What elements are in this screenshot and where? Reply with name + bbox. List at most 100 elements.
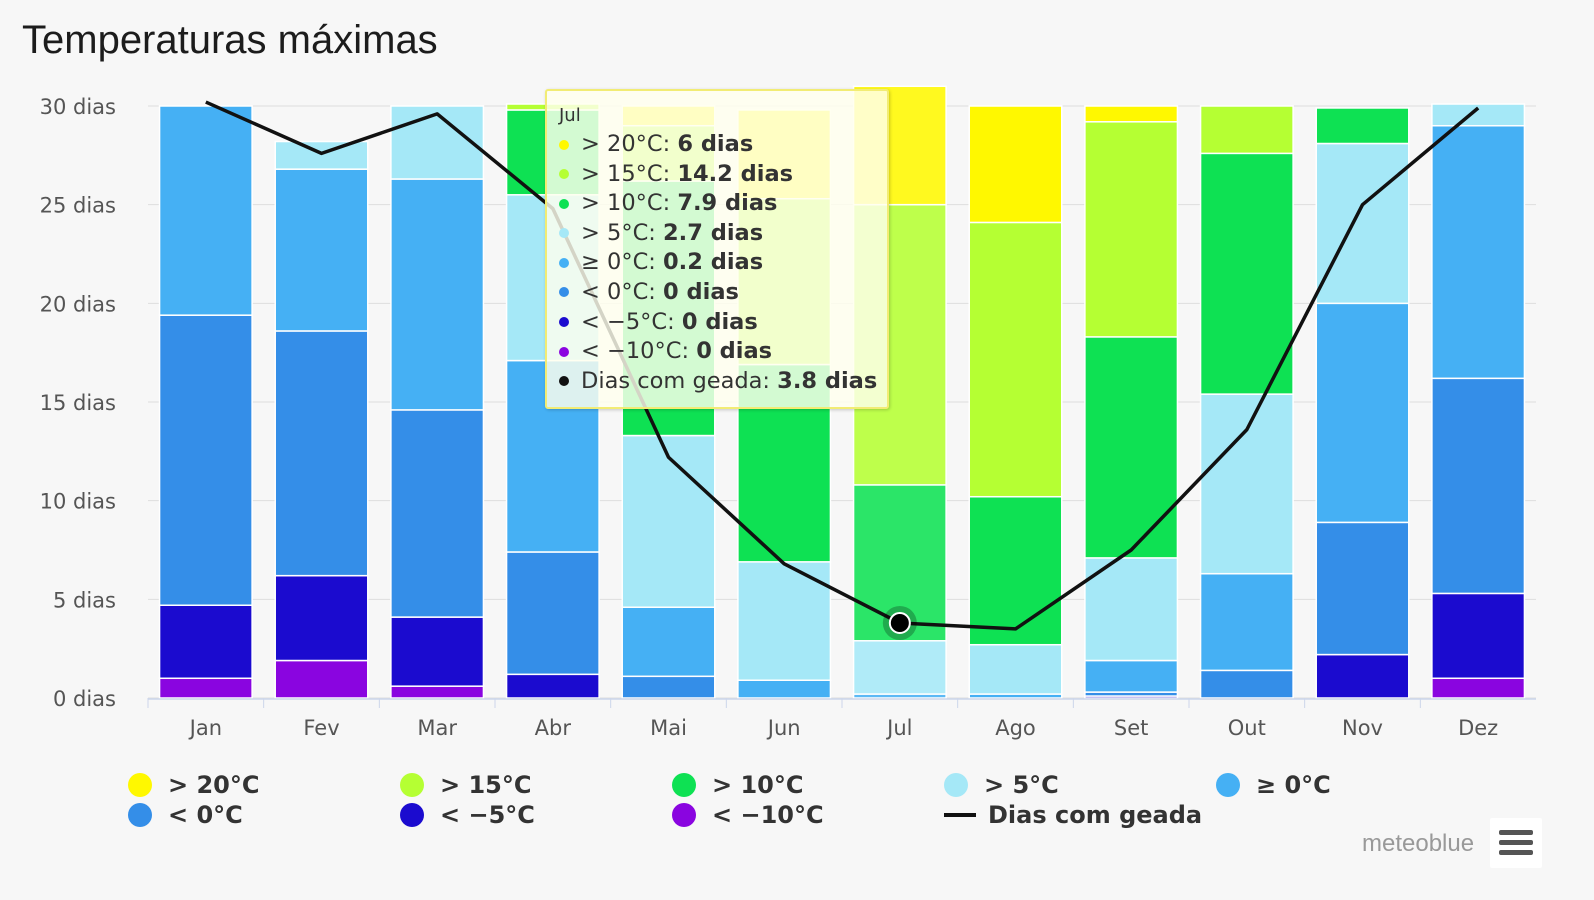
legend-item[interactable]: < −5°C	[400, 801, 672, 829]
legend-item[interactable]: Dias com geada	[944, 801, 1216, 829]
tooltip-label: ≥ 0°C:	[581, 249, 664, 276]
tooltip-row: > 10°C: 7.9 dias	[559, 189, 875, 219]
y-tick-label: 5 dias	[53, 588, 116, 612]
highlight-point[interactable]	[888, 612, 911, 635]
tooltip-row: ≥ 0°C: 0.2 dias	[559, 248, 875, 278]
tooltip-dot-icon	[559, 317, 569, 328]
tooltip-row: > 15°C: 14.2 dias	[559, 160, 875, 190]
y-tick-label: 30 dias	[40, 95, 116, 119]
bar-segment-mai-3[interactable]	[621, 606, 716, 678]
legend-dot-icon	[1216, 773, 1240, 797]
x-tick-label: Dez	[1458, 716, 1498, 740]
bar-segment-mai-2[interactable]	[621, 675, 716, 699]
y-axis: 0 dias 5 dias 10 dias 15 dias 20 dias 25 dias…	[40, 95, 116, 711]
legend-item[interactable]: < −10°C	[672, 801, 944, 829]
tooltip-row: > 5°C: 2.7 dias	[559, 219, 875, 249]
tooltip-label: < −5°C:	[581, 308, 682, 335]
bar-segment-dez-4[interactable]	[1431, 103, 1526, 127]
x-tick-label: Jul	[885, 716, 912, 740]
tooltip-value: 3.8 dias	[777, 367, 878, 394]
x-tick-label: Abr	[535, 716, 572, 740]
legend-dot-icon	[672, 773, 696, 797]
bar-segment-dez-2[interactable]	[1431, 377, 1526, 595]
bar-segment-nov-1[interactable]	[1315, 653, 1410, 699]
tooltip-row: < −10°C: 0 dias	[559, 337, 875, 367]
tooltip-value: 0 dias	[663, 278, 739, 305]
legend-item[interactable]: > 15°C	[400, 771, 672, 799]
tooltip-dot-icon	[559, 198, 569, 209]
bar-segment-set-5[interactable]	[1084, 336, 1179, 559]
bar-segment-out-3[interactable]	[1199, 572, 1294, 672]
bar-segment-ago-4[interactable]	[968, 643, 1063, 695]
bar-segment-set-3[interactable]	[1084, 659, 1179, 693]
bar-segment-out-2[interactable]	[1199, 669, 1294, 699]
bar-segment-mar-3[interactable]	[390, 178, 485, 411]
legend-item[interactable]: > 5°C	[944, 771, 1216, 799]
bar-segment-jun-3[interactable]	[737, 679, 832, 699]
tooltip-value: 0 dias	[696, 338, 773, 365]
bar-segment-jan-3[interactable]	[158, 105, 253, 316]
bar-segment-nov-4[interactable]	[1315, 142, 1410, 305]
y-tick-label: 15 dias	[40, 391, 116, 415]
x-tick-label: Set	[1114, 716, 1148, 740]
bar-segment-set-7[interactable]	[1084, 105, 1179, 123]
x-tick-label: Jun	[766, 716, 801, 740]
legend-label: < −5°C	[440, 801, 535, 829]
bar-segment-dez-1[interactable]	[1431, 592, 1526, 680]
legend-item[interactable]: > 20°C	[128, 771, 400, 799]
bar-segment-dez-3[interactable]	[1431, 124, 1526, 380]
legend-label: < 0°C	[168, 801, 243, 829]
legend-dot-icon	[400, 773, 424, 797]
bar-segment-mar-4[interactable]	[390, 105, 485, 180]
y-tick-label: 10 dias	[40, 490, 116, 514]
x-axis: Jan Fev Mar Abr Mai Jun Jul Ago Set Out Nov Dez	[147, 698, 1536, 740]
bar-segment-nov-2[interactable]	[1315, 521, 1410, 656]
legend-dot-icon	[128, 773, 152, 797]
bar-segment-fev-4[interactable]	[274, 140, 369, 170]
bar-segment-abr-1[interactable]	[505, 673, 600, 699]
bar-segment-out-4[interactable]	[1199, 393, 1294, 575]
bar-segment-out-6[interactable]	[1199, 105, 1294, 155]
legend-label: > 20°C	[168, 771, 260, 799]
bar-segment-fev-2[interactable]	[274, 330, 369, 577]
bar-segment-nov-3[interactable]	[1315, 302, 1410, 524]
hamburger-menu-icon[interactable]	[1490, 818, 1542, 868]
bar-segment-out-5[interactable]	[1199, 152, 1294, 395]
tooltip-dot-icon	[559, 228, 569, 239]
bar-segment-ago-7[interactable]	[968, 105, 1063, 224]
bar-segment-abr-2[interactable]	[505, 551, 600, 676]
bar-segment-fev-3[interactable]	[274, 168, 369, 332]
frost-days-line-path[interactable]	[205, 100, 1480, 631]
legend-item[interactable]: < 0°C	[128, 801, 400, 829]
legend-label: < −10°C	[712, 801, 824, 829]
bar-segment-ago-5[interactable]	[968, 495, 1063, 646]
bar-segment-mar-1[interactable]	[390, 616, 485, 687]
tooltip-label: > 10°C:	[581, 190, 678, 217]
tooltip-dot-icon	[559, 257, 569, 268]
tooltip-row: > 20°C: 6 dias	[559, 130, 875, 160]
bar-segment-nov-5[interactable]	[1315, 107, 1410, 145]
bar-segment-jul-4[interactable]	[852, 640, 947, 695]
tooltip-label: > 20°C:	[581, 131, 678, 157]
bar-segment-fev-0[interactable]	[274, 659, 369, 699]
bar-segment-mai-4[interactable]	[621, 434, 716, 608]
bar-segment-ago-6[interactable]	[968, 221, 1063, 498]
frost-days-line	[205, 100, 1480, 641]
legend: > 20°C > 15°C > 10°C > 5°C ≥ 0°C < 0°C < −5°C <…	[128, 771, 1448, 829]
tooltip-dot-icon	[559, 287, 569, 298]
bar-segment-fev-1[interactable]	[274, 574, 369, 662]
bar-segment-set-6[interactable]	[1084, 121, 1179, 338]
tooltip-header: Jul	[559, 105, 581, 126]
y-tick-label: 0 dias	[53, 687, 116, 711]
bar-segment-mar-0[interactable]	[390, 685, 485, 699]
bar-segment-dez-0[interactable]	[1431, 677, 1526, 699]
bar-segment-set-4[interactable]	[1084, 557, 1179, 662]
bar-segment-jan-1[interactable]	[158, 604, 253, 680]
legend-item[interactable]: ≥ 0°C	[1216, 771, 1488, 799]
tooltip-value: 2.7 dias	[663, 219, 764, 246]
bar-segment-mar-2[interactable]	[390, 409, 485, 618]
bar-segment-jan-0[interactable]	[158, 677, 253, 699]
x-tick-label: Out	[1228, 716, 1266, 740]
legend-item[interactable]: > 10°C	[672, 771, 944, 799]
bar-segment-jan-2[interactable]	[158, 314, 253, 607]
